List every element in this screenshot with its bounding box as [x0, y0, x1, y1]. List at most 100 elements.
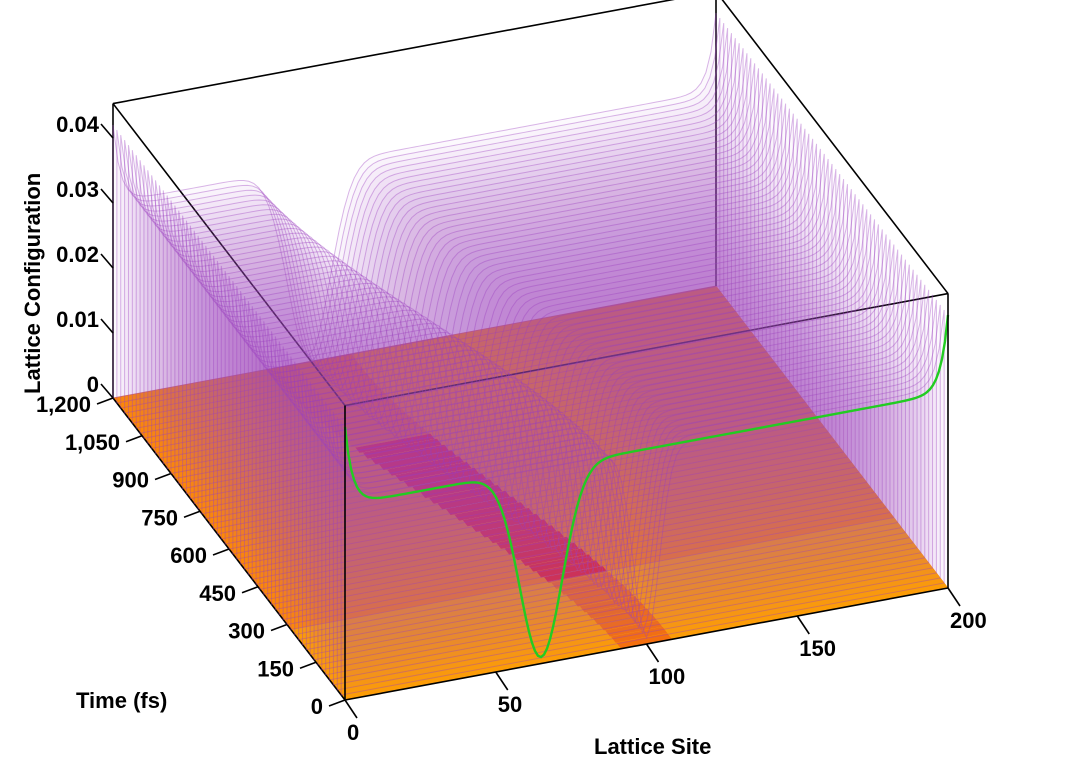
heatmap-ridge: [520, 548, 587, 566]
surface-slice: [158, 73, 763, 460]
heatmap-ridge: [512, 542, 579, 561]
surface-slice: [332, 299, 937, 686]
surface-slice: [216, 148, 821, 535]
heatmap-ridge: [479, 519, 549, 538]
x-tick-label: 200: [950, 608, 987, 633]
surface-slice: [236, 174, 841, 560]
z-tick-label: 0.04: [56, 112, 100, 137]
surface-slice: [290, 244, 895, 631]
x-tick-mark: [947, 587, 961, 607]
surface-slice: [317, 279, 922, 666]
heatmap-upper-band: [113, 286, 780, 482]
x-tick-mark: [796, 615, 810, 635]
surface-slice: [193, 118, 798, 505]
surface-slice: [220, 153, 825, 540]
heatmap-ridge: [536, 559, 601, 578]
heatmap-ridge: [462, 507, 534, 527]
surface-slice: [209, 138, 814, 525]
surface-slice: [267, 214, 872, 600]
y-tick-label: 150: [257, 656, 294, 681]
y-tick-mark: [154, 472, 172, 481]
surface-slice: [151, 63, 756, 449]
y-tick-mark: [299, 661, 317, 669]
heatmap-ridge: [543, 565, 608, 584]
surface-slice: [336, 304, 941, 691]
heatmap-ridge: [370, 444, 449, 465]
x-tick-label: 50: [498, 692, 522, 717]
surface-slice: [120, 23, 725, 409]
y-tick-label: 1,050: [65, 430, 120, 455]
z-tick-mark: [100, 383, 114, 399]
heatmap-floor: [112, 285, 949, 701]
z-tick-mark: [100, 123, 114, 139]
y-tick-mark: [212, 548, 230, 556]
z-axis-title: Lattice Configuration: [20, 173, 45, 394]
surface-slice: [143, 53, 748, 439]
y-tick-label: 900: [112, 468, 149, 493]
surface-slice: [139, 48, 744, 434]
y-tick-label: 450: [199, 581, 236, 606]
surface-slice: [340, 309, 945, 696]
surface-slice: [263, 209, 868, 595]
heatmap-ridge: [496, 530, 564, 549]
y-tick-label: 0: [311, 694, 323, 719]
surface-slice: [240, 179, 845, 565]
highlight-curve: [343, 314, 950, 659]
surface-slice: [313, 274, 918, 661]
surface-slice: [251, 194, 856, 580]
z-tick-mark: [100, 318, 114, 334]
surface-slice: [189, 113, 794, 500]
heatmap-ridge: [362, 438, 442, 459]
z-tick-label: 0.03: [56, 177, 99, 202]
box-edge: [112, 0, 675, 105]
surface-slice: [197, 123, 802, 510]
heatmap-lower-band: [290, 517, 948, 700]
surface-slice: [124, 28, 729, 414]
z-tick-label: 0.02: [56, 242, 99, 267]
surface-slice: [185, 108, 790, 495]
x-tick-label: 150: [799, 636, 836, 661]
surface-slice: [147, 58, 752, 444]
surface-slice: [155, 68, 760, 454]
box-edge: [344, 292, 949, 407]
y-tick-mark: [241, 586, 259, 594]
z-tick-label: 0: [87, 372, 99, 397]
heatmap-ridge: [528, 554, 594, 572]
heatmap-ridge: [411, 473, 487, 493]
y-tick-mark: [96, 397, 114, 405]
surface-slice: [166, 83, 771, 470]
surface-slice: [301, 259, 906, 646]
surface-slice: [162, 78, 767, 465]
surface-slice: [213, 143, 818, 530]
surface-slice: [309, 269, 914, 656]
surface-slice: [259, 204, 864, 590]
highlight-curve-layer: [343, 314, 950, 659]
box-edge: [112, 103, 346, 407]
y-tick-mark: [183, 510, 201, 518]
x-tick-mark: [495, 671, 509, 691]
surface-slice: [112, 12, 717, 399]
heatmap-ridge: [445, 496, 518, 516]
surface-slice: [298, 254, 903, 641]
surface-slice: [205, 133, 810, 520]
surface-slice: [232, 168, 837, 555]
surface-slice: [201, 128, 806, 515]
surface-slice: [127, 33, 732, 419]
surface-slice: [329, 294, 934, 681]
y-tick-mark: [270, 623, 288, 632]
x-tick-label: 100: [649, 664, 686, 689]
surface-slice: [305, 264, 910, 651]
x-tick-mark: [645, 643, 660, 663]
surface-slice: [271, 219, 876, 605]
z-tick-mark: [100, 188, 114, 204]
heatmap-ridge: [428, 484, 503, 504]
surface-slice: [131, 38, 736, 424]
heatmap-ridge: [378, 450, 457, 470]
heatmap-ridge: [504, 536, 572, 555]
y-tick-mark: [125, 435, 143, 443]
surface-slice: [170, 88, 775, 475]
x-tick-label: 0: [347, 720, 359, 745]
y-axis-title: Time (fs): [76, 688, 167, 713]
surface-slice: [174, 93, 779, 480]
